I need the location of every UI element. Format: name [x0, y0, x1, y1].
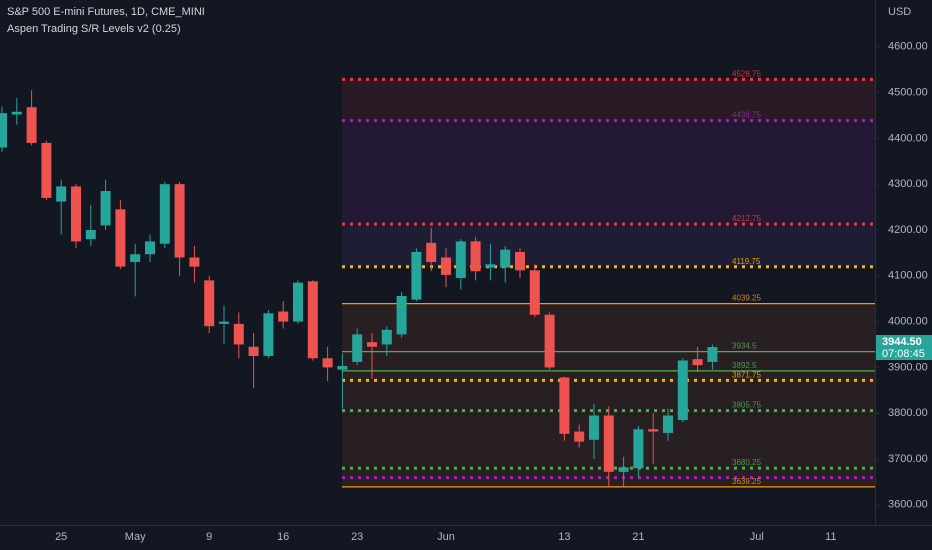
candle-body — [692, 359, 703, 366]
x-tick-label: 21 — [632, 531, 644, 543]
countdown: 07:08:45 — [882, 348, 925, 360]
candle-body — [441, 257, 451, 275]
level-zone — [342, 380, 875, 411]
candle-body — [648, 429, 659, 432]
level-zone — [342, 303, 875, 352]
candle-body — [470, 241, 481, 272]
level-zone — [342, 79, 875, 121]
candle-body — [71, 186, 81, 242]
level-label: 3639.25 — [732, 477, 761, 486]
last-price-box — [876, 335, 932, 361]
candle-body — [589, 415, 599, 440]
candle-body — [293, 282, 303, 322]
candle-body — [0, 113, 7, 148]
level-label: 3805.75 — [732, 401, 761, 410]
candle-body — [633, 429, 644, 469]
x-tick-label: 11 — [825, 531, 836, 543]
y-tick-label: 4100.00 — [888, 270, 928, 282]
candle-body — [307, 281, 318, 359]
candle-body — [248, 346, 259, 356]
candle-body — [219, 321, 229, 324]
level-zone — [342, 351, 875, 371]
candle-body — [677, 360, 688, 421]
y-tick-label: 4400.00 — [888, 132, 928, 144]
y-tick-label: 4300.00 — [888, 178, 928, 190]
candle-body — [500, 249, 511, 268]
level-label: 3934.5 — [732, 342, 757, 351]
y-tick-label: 3800.00 — [888, 407, 928, 419]
y-tick-label: 4200.00 — [888, 224, 928, 236]
candle-body — [159, 184, 170, 244]
candle-body — [426, 242, 437, 263]
candle-body — [367, 342, 377, 347]
x-tick-label: May — [125, 531, 146, 543]
candle-body — [515, 251, 525, 271]
candle-body — [41, 142, 52, 198]
chart-title: S&P 500 E-mini Futures, 1D, CME_MINI — [7, 6, 205, 18]
y-tick-label: 3700.00 — [888, 453, 928, 465]
candle-body — [559, 377, 570, 434]
candle-body — [56, 186, 67, 202]
candle-body — [174, 184, 185, 258]
level-label: 4528.75 — [732, 69, 761, 78]
x-tick-label: 25 — [55, 531, 67, 543]
candle-body — [278, 311, 289, 322]
x-tick-label: 13 — [558, 531, 570, 543]
x-tick-label: Jul — [750, 531, 764, 543]
candle-body — [100, 191, 111, 226]
candle-body — [204, 280, 215, 327]
y-tick-label: 4500.00 — [888, 86, 928, 98]
candle-body — [574, 431, 585, 442]
candle-body — [455, 241, 466, 279]
x-tick-label: 16 — [277, 531, 289, 543]
plot-area: 4528.75 4438.75 4212.75 4119.75 4039.25 3934.… — [0, 69, 875, 488]
candle-body — [115, 209, 126, 267]
candle-body — [233, 323, 244, 345]
candle-body — [544, 314, 555, 368]
x-tick-label: Jun — [437, 531, 455, 543]
candle-body — [396, 295, 407, 335]
last-price-label: 3944.50 — [882, 336, 922, 348]
level-zone — [342, 120, 875, 225]
level-label: 3680.25 — [732, 458, 761, 467]
candle-body — [352, 334, 363, 362]
candle-body — [618, 467, 629, 472]
level-zone — [342, 224, 875, 267]
level-label: 4212.75 — [732, 214, 761, 223]
y-tick-label: 4000.00 — [888, 316, 928, 328]
candle-body — [85, 229, 96, 240]
level-label: 4039.25 — [732, 294, 761, 303]
candle-body — [707, 347, 718, 362]
candle-body — [263, 313, 274, 356]
level-label: 4438.75 — [732, 111, 761, 120]
candle-body — [189, 257, 200, 267]
candle-body — [411, 251, 422, 300]
y-tick-label: 3600.00 — [888, 499, 928, 511]
level-label: 3892.5 — [732, 361, 757, 370]
x-tick-label: 23 — [351, 531, 363, 543]
candle-body — [663, 415, 673, 433]
candle-body — [26, 107, 37, 143]
candle-body — [11, 111, 22, 115]
candle-body — [485, 264, 496, 268]
x-tick-label: 9 — [206, 531, 212, 543]
candle-body — [337, 366, 348, 370]
level-label: 3871.75 — [732, 370, 761, 379]
indicator-name: Aspen Trading S/R Levels v2 (0.25) — [7, 23, 181, 35]
y-tick-label: 3900.00 — [888, 361, 928, 373]
candle-body — [145, 241, 155, 255]
candle-body — [381, 329, 392, 345]
candle-body — [130, 254, 141, 263]
candle-body — [603, 415, 614, 472]
y-tick-label: 4600.00 — [888, 41, 928, 53]
level-label: 4119.75 — [732, 257, 761, 266]
candle-body — [529, 270, 540, 315]
candle-body — [322, 358, 333, 368]
currency-label: USD — [888, 6, 911, 18]
level-zone — [342, 370, 875, 381]
